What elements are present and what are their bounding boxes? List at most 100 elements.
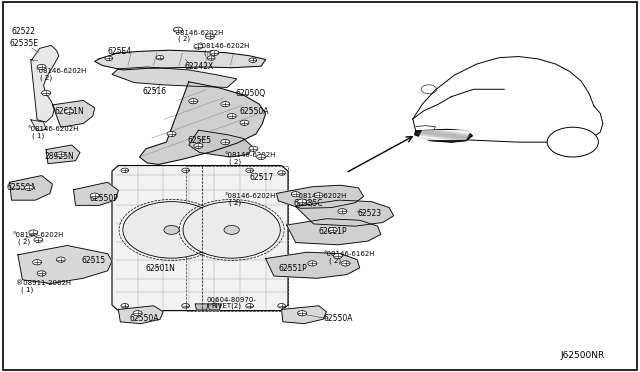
Circle shape	[298, 311, 307, 316]
Text: 625E5: 625E5	[188, 137, 212, 145]
Circle shape	[246, 168, 253, 173]
Circle shape	[547, 127, 598, 157]
Circle shape	[121, 168, 129, 173]
Polygon shape	[18, 246, 112, 283]
Text: 62517: 62517	[250, 173, 274, 182]
Circle shape	[123, 202, 220, 258]
Circle shape	[29, 230, 38, 235]
Text: 62501N: 62501N	[146, 264, 176, 273]
Text: 00604-80970-: 00604-80970-	[206, 297, 256, 303]
Polygon shape	[74, 182, 118, 205]
Polygon shape	[296, 200, 394, 226]
Text: ( 1): ( 1)	[32, 132, 44, 139]
Circle shape	[167, 131, 176, 137]
Polygon shape	[287, 219, 381, 245]
Text: ( 2): ( 2)	[301, 199, 313, 206]
Polygon shape	[195, 304, 208, 310]
Text: 62515: 62515	[82, 256, 106, 265]
Text: °08146-6202H: °08146-6202H	[198, 43, 250, 49]
Circle shape	[173, 27, 182, 32]
Text: °08146-6202H: °08146-6202H	[224, 153, 275, 158]
Circle shape	[24, 185, 33, 190]
Text: °08146-6202H: °08146-6202H	[173, 30, 224, 36]
Text: ( 2): ( 2)	[40, 74, 52, 81]
Polygon shape	[46, 145, 80, 164]
Polygon shape	[140, 82, 266, 164]
Circle shape	[328, 227, 337, 232]
Circle shape	[156, 55, 164, 60]
Text: RIVET(2): RIVET(2)	[211, 303, 241, 310]
Polygon shape	[10, 176, 52, 200]
Polygon shape	[282, 306, 326, 324]
Text: 62550A: 62550A	[129, 314, 159, 323]
Text: 62523: 62523	[357, 209, 381, 218]
Circle shape	[308, 261, 317, 266]
Circle shape	[37, 64, 46, 70]
Text: 62550A: 62550A	[324, 314, 353, 323]
Circle shape	[121, 304, 129, 308]
Circle shape	[249, 58, 257, 62]
Polygon shape	[208, 304, 221, 310]
Circle shape	[189, 99, 198, 104]
Text: °08146-6202H: °08146-6202H	[27, 126, 78, 132]
Circle shape	[278, 304, 285, 308]
Circle shape	[34, 237, 43, 243]
Circle shape	[164, 225, 179, 234]
Circle shape	[278, 171, 285, 175]
Text: 62522: 62522	[12, 27, 35, 36]
Circle shape	[182, 168, 189, 173]
Circle shape	[221, 140, 230, 145]
Text: °08146-6162H: °08146-6162H	[324, 251, 375, 257]
Polygon shape	[415, 129, 472, 142]
Circle shape	[298, 199, 307, 204]
Circle shape	[205, 34, 214, 39]
Polygon shape	[266, 252, 360, 278]
Circle shape	[221, 102, 230, 107]
Text: ( 2): ( 2)	[229, 158, 241, 165]
Polygon shape	[276, 185, 364, 208]
Text: 62242X: 62242X	[184, 62, 214, 71]
Text: °08146-6202H: °08146-6202H	[13, 232, 64, 238]
Polygon shape	[189, 130, 253, 157]
Circle shape	[133, 311, 142, 316]
Polygon shape	[112, 67, 237, 87]
Circle shape	[182, 304, 189, 308]
Circle shape	[42, 90, 51, 96]
Circle shape	[65, 109, 74, 114]
Text: 62535C: 62535C	[293, 199, 323, 208]
Circle shape	[333, 253, 342, 259]
Circle shape	[105, 56, 113, 61]
Circle shape	[257, 154, 266, 160]
Circle shape	[227, 113, 236, 119]
Text: ( 2): ( 2)	[18, 238, 30, 245]
Text: ( 2): ( 2)	[178, 36, 190, 42]
Text: °08146-6202H: °08146-6202H	[224, 193, 275, 199]
Circle shape	[210, 50, 219, 55]
Text: °08146-6202H: °08146-6202H	[35, 68, 86, 74]
Circle shape	[240, 120, 249, 125]
Circle shape	[291, 192, 300, 197]
Text: 62550A: 62550A	[240, 107, 269, 116]
Polygon shape	[95, 50, 266, 70]
Text: J62500NR: J62500NR	[560, 351, 604, 360]
Text: °08146-6202H: °08146-6202H	[296, 193, 347, 199]
Circle shape	[56, 152, 65, 157]
Polygon shape	[52, 100, 95, 127]
Circle shape	[90, 193, 99, 198]
Text: 62535E: 62535E	[10, 39, 38, 48]
Polygon shape	[31, 45, 59, 122]
Circle shape	[246, 304, 253, 308]
Circle shape	[314, 193, 323, 198]
Text: 62550A: 62550A	[6, 183, 36, 192]
Circle shape	[194, 44, 203, 49]
Circle shape	[207, 56, 215, 60]
Circle shape	[56, 257, 65, 262]
Text: ®08911-2062H: ®08911-2062H	[16, 280, 71, 286]
Text: 62551P: 62551P	[278, 264, 307, 273]
Circle shape	[194, 143, 203, 148]
Polygon shape	[118, 306, 163, 324]
Text: 62516: 62516	[142, 87, 166, 96]
Text: 28925N: 28925N	[45, 152, 74, 161]
Text: 62550P: 62550P	[90, 194, 118, 203]
Polygon shape	[31, 120, 46, 131]
